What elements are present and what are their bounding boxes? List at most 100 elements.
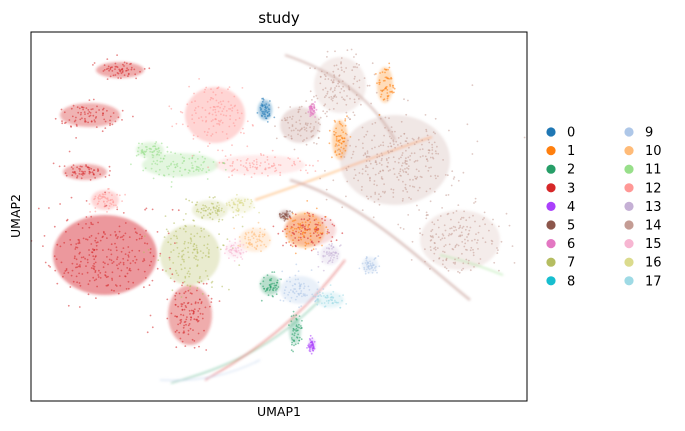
- point-cluster-2: [267, 274, 269, 276]
- legend-label-5: 5: [567, 219, 575, 234]
- point-cluster-14: [324, 74, 326, 76]
- point-cluster-5: [289, 215, 291, 217]
- point-cluster-12: [256, 167, 258, 169]
- point-cluster-3: [211, 298, 213, 300]
- point-cluster-14: [387, 150, 389, 152]
- point-cluster-14: [449, 233, 451, 235]
- point-cluster-1: [286, 233, 288, 235]
- point-cluster-12: [121, 200, 123, 202]
- point-cluster-7: [192, 252, 194, 254]
- point-cluster-11: [188, 172, 190, 174]
- point-cluster-14: [425, 218, 427, 220]
- point-cluster-9: [290, 289, 292, 291]
- point-cluster-14: [326, 189, 328, 191]
- point-cluster-3: [65, 231, 67, 233]
- point-cluster-11: [156, 160, 158, 162]
- point-cluster-4: [311, 344, 313, 346]
- point-cluster-14: [372, 168, 374, 170]
- point-cluster-10: [251, 245, 253, 247]
- point-cluster-3: [119, 226, 121, 228]
- point-cluster-3: [72, 263, 74, 265]
- point-cluster-3: [87, 272, 89, 274]
- point-cluster-14: [372, 62, 374, 64]
- point-cluster-1: [389, 91, 391, 93]
- point-cluster-14: [402, 200, 404, 202]
- point-cluster-12: [210, 88, 212, 90]
- point-cluster-1: [389, 78, 391, 80]
- point-cluster-3: [90, 172, 92, 174]
- point-cluster-9: [279, 278, 281, 280]
- point-cluster-3: [56, 258, 58, 260]
- point-cluster-12: [205, 109, 207, 111]
- point-cluster-3: [143, 258, 145, 260]
- point-cluster-12: [260, 162, 262, 164]
- point-cluster-1: [343, 148, 345, 150]
- point-cluster-14: [405, 163, 407, 165]
- point-cluster-1: [386, 86, 388, 88]
- point-cluster-3: [74, 257, 76, 259]
- point-cluster-9: [300, 290, 302, 292]
- point-cluster-3: [185, 306, 187, 308]
- point-cluster-14: [393, 189, 395, 191]
- point-cluster-2: [291, 349, 293, 351]
- point-cluster-11: [140, 152, 142, 154]
- point-cluster-9: [363, 267, 365, 269]
- point-cluster-7: [144, 235, 146, 237]
- point-cluster-11: [185, 169, 187, 171]
- point-cluster-2: [294, 332, 296, 334]
- point-cluster-3: [70, 244, 72, 246]
- point-cluster-1: [310, 239, 312, 241]
- point-cluster-3: [312, 214, 314, 216]
- point-cluster-14: [449, 244, 451, 246]
- legend-marker-14: [624, 220, 633, 229]
- point-cluster-7: [184, 281, 186, 283]
- point-cluster-3: [92, 255, 94, 257]
- point-cluster-14: [381, 155, 383, 157]
- point-cluster-14: [330, 89, 332, 91]
- point-cluster-14: [425, 129, 427, 131]
- point-cluster-14: [328, 78, 330, 80]
- point-cluster-14: [433, 223, 435, 225]
- point-cluster-7: [194, 255, 196, 257]
- point-cluster-3: [90, 222, 92, 224]
- point-cluster-12: [305, 164, 307, 166]
- point-cluster-14: [457, 204, 459, 206]
- point-cluster-9: [289, 300, 291, 302]
- point-cluster-12: [272, 150, 274, 152]
- legend-marker-8: [546, 276, 555, 285]
- point-cluster-14: [366, 160, 368, 162]
- point-cluster-12: [109, 205, 111, 207]
- point-cluster-3: [317, 224, 319, 226]
- point-cluster-14: [305, 112, 307, 114]
- point-cluster-14: [333, 108, 335, 110]
- point-cluster-3: [72, 168, 74, 170]
- point-cluster-14: [461, 253, 463, 255]
- point-cluster-9: [301, 295, 303, 297]
- point-cluster-14: [367, 85, 369, 87]
- point-cluster-2: [298, 340, 300, 342]
- point-cluster-9: [303, 287, 305, 289]
- point-cluster-11: [145, 146, 147, 148]
- point-cluster-3: [125, 233, 127, 235]
- point-cluster-11: [141, 149, 143, 151]
- point-cluster-12: [94, 207, 96, 209]
- point-cluster-3: [97, 170, 99, 172]
- legend-marker-6: [546, 239, 555, 248]
- point-cluster-7: [208, 235, 210, 237]
- point-cluster-12: [246, 159, 248, 161]
- point-cluster-9: [366, 269, 368, 271]
- point-cluster-3: [130, 262, 132, 264]
- point-cluster-3: [318, 241, 320, 243]
- point-cluster-3: [59, 166, 61, 168]
- point-cluster-3: [126, 62, 128, 64]
- point-cluster-1: [345, 150, 347, 152]
- point-cluster-3: [138, 269, 140, 271]
- point-cluster-7: [164, 236, 166, 238]
- point-cluster-9: [297, 278, 299, 280]
- point-cluster-14: [348, 166, 350, 168]
- point-cluster-11: [168, 165, 170, 167]
- point-cluster-7: [217, 202, 219, 204]
- point-cluster-3: [124, 62, 126, 64]
- point-cluster-14: [437, 247, 439, 249]
- point-cluster-3: [106, 237, 108, 239]
